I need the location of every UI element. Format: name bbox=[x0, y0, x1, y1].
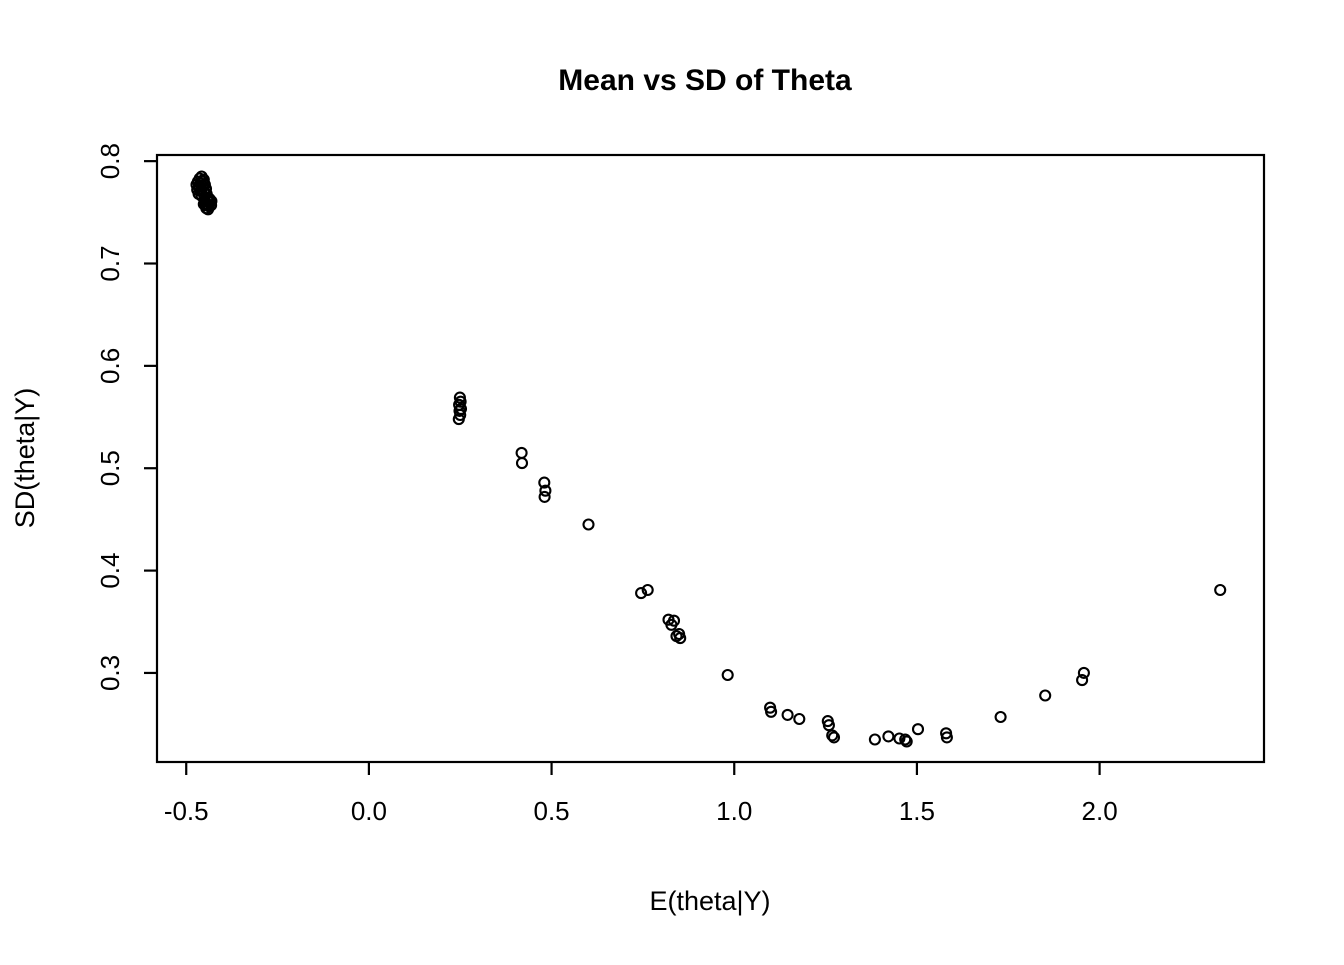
data-point bbox=[721, 668, 734, 682]
plot-title: Mean vs SD of Theta bbox=[558, 64, 852, 97]
y-tick-label: 0.7 bbox=[95, 245, 125, 281]
data-point bbox=[635, 587, 648, 600]
data-point bbox=[582, 518, 595, 531]
points-layer bbox=[190, 170, 1227, 748]
x-tick-label: 2.0 bbox=[1082, 796, 1118, 826]
data-point bbox=[900, 735, 913, 748]
data-point bbox=[539, 484, 552, 497]
data-point bbox=[1214, 583, 1227, 597]
data-point bbox=[515, 446, 528, 459]
y-axis-label: SD(theta|Y) bbox=[10, 388, 40, 529]
data-point bbox=[893, 732, 906, 745]
data-point bbox=[882, 730, 895, 743]
x-tick-label: 1.5 bbox=[899, 796, 935, 826]
y-tick-label: 0.6 bbox=[95, 348, 125, 384]
plot-box bbox=[155, 153, 1266, 764]
data-point bbox=[994, 710, 1007, 724]
data-point bbox=[641, 583, 654, 597]
data-point bbox=[911, 723, 925, 736]
y-tick-label: 0.8 bbox=[95, 143, 125, 179]
axes-layer: -0.5 0.0 0.5 1.0 1.5 2.0 0.3 0.4 0.5 0.6 0.7 0.8 bbox=[95, 143, 1118, 826]
x-tick-label: 1.0 bbox=[716, 796, 752, 826]
data-point bbox=[793, 712, 806, 726]
data-point bbox=[515, 457, 529, 470]
x-axis-label: E(theta|Y) bbox=[649, 886, 770, 916]
data-point bbox=[765, 705, 778, 718]
data-point bbox=[822, 719, 835, 732]
data-point bbox=[674, 632, 687, 645]
data-point bbox=[1076, 674, 1089, 687]
data-point bbox=[538, 490, 551, 503]
x-tick-label: 0.5 bbox=[533, 796, 569, 826]
data-point bbox=[452, 413, 465, 426]
data-point bbox=[827, 731, 841, 744]
data-point bbox=[538, 476, 551, 489]
data-point bbox=[940, 731, 953, 744]
data-point bbox=[868, 733, 881, 746]
data-point bbox=[1077, 666, 1090, 679]
data-point bbox=[826, 729, 839, 742]
x-tick-label: 0.0 bbox=[351, 796, 387, 826]
data-point bbox=[781, 708, 794, 721]
data-point bbox=[1039, 689, 1052, 702]
y-tick-label: 0.5 bbox=[95, 450, 125, 486]
y-tick-label: 0.4 bbox=[95, 553, 125, 589]
data-point bbox=[899, 733, 912, 746]
y-tick-label: 0.3 bbox=[95, 655, 125, 691]
data-point bbox=[197, 198, 210, 211]
x-tick-label: -0.5 bbox=[164, 796, 209, 826]
data-point bbox=[665, 618, 678, 631]
